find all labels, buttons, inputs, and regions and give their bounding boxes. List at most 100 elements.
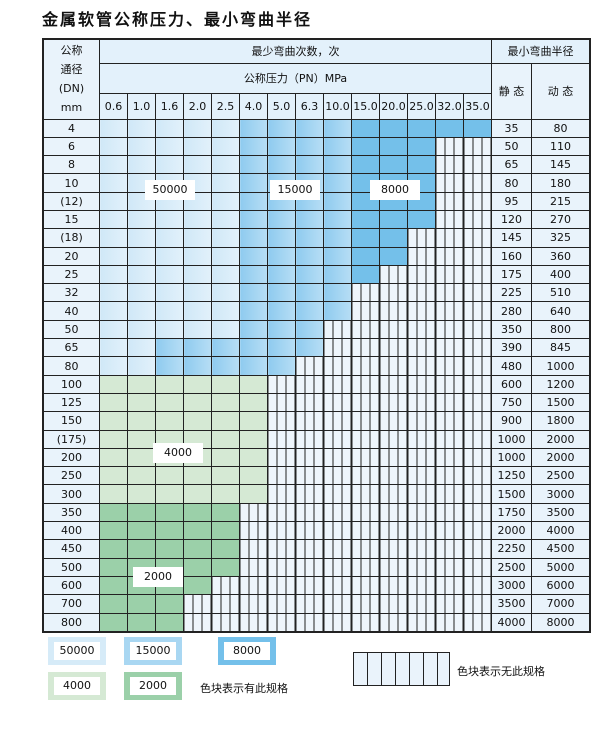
pressure-col-header: 15.0: [351, 92, 380, 120]
spec-cell-50000: [127, 338, 156, 358]
spec-cell-2000: [183, 539, 212, 559]
spec-cell-15000: [295, 338, 324, 358]
no-spec-cell: [239, 557, 268, 577]
spec-cell-50000: [127, 301, 156, 321]
dn-header-line: mm: [60, 101, 83, 115]
no-spec-cell: [267, 557, 296, 577]
legend-label: 8000: [224, 642, 270, 660]
dn-cell: 15: [42, 209, 100, 230]
dn-cell: (12): [42, 191, 100, 211]
region-label-4000: 4000: [153, 443, 203, 463]
spec-cell-50000: [211, 191, 240, 211]
static-radius-cell: 95: [491, 191, 532, 211]
spec-cell-50000: [99, 136, 128, 157]
pressure-col-header: 2.0: [183, 92, 212, 120]
no-spec-cell: [463, 502, 492, 523]
no-spec-cell: [463, 374, 492, 394]
spec-cell-15000: [323, 209, 352, 230]
dynamic-radius-cell: 5000: [531, 557, 591, 577]
no-spec-cell: [239, 539, 268, 559]
spec-cell-4000: [127, 392, 156, 413]
no-spec-cell: [295, 411, 324, 431]
spec-cell-2000: [155, 612, 184, 633]
no-spec-cell: [351, 539, 380, 559]
spec-cell-50000: [211, 246, 240, 266]
spec-cell-2000: [211, 557, 240, 577]
dn-cell: 20: [42, 246, 100, 266]
spec-cell-15000: [295, 319, 324, 340]
no-spec-cell: [407, 374, 436, 394]
no-spec-cell: [435, 539, 464, 559]
dn-cell: 700: [42, 594, 100, 614]
spec-cell-50000: [155, 155, 184, 175]
spec-cell-15000: [239, 173, 268, 193]
static-radius-cell: 145: [491, 228, 532, 248]
no-spec-cell: [379, 356, 408, 376]
table-row: 450 2250 4500: [42, 539, 591, 559]
dynamic-radius-cell: 325: [531, 228, 591, 248]
spec-cell-15000: [267, 356, 296, 376]
spec-cell-15000: [239, 246, 268, 266]
pressure-col-header: 1.0: [127, 92, 156, 120]
no-spec-cell: [379, 539, 408, 559]
no-spec-cell: [435, 356, 464, 376]
no-spec-cell: [351, 612, 380, 633]
spec-cell-4000: [183, 466, 212, 486]
spec-cell-4000: [155, 466, 184, 486]
dynamic-radius-cell: 4000: [531, 521, 591, 541]
spec-cell-50000: [183, 283, 212, 303]
static-radius-cell: 750: [491, 392, 532, 413]
spec-cell-15000: [267, 301, 296, 321]
table-row: 25 175 400: [42, 264, 591, 285]
dynamic-radius-cell: 8000: [531, 612, 591, 633]
spec-cell-15000: [323, 264, 352, 285]
no-spec-cell: [351, 484, 380, 504]
no-spec-cell: [435, 521, 464, 541]
spec-cell-15000: [323, 283, 352, 303]
no-spec-cell: [435, 209, 464, 230]
pressure-col-header: 5.0: [267, 92, 296, 120]
no-spec-cell: [435, 338, 464, 358]
spec-cell-15000: [239, 191, 268, 211]
dn-cell: 4: [42, 118, 100, 138]
spec-cell-4000: [155, 411, 184, 431]
no-spec-cell: [463, 447, 492, 468]
spec-cell-15000: [323, 191, 352, 211]
no-spec-cell: [323, 319, 352, 340]
spec-cell-2000: [155, 539, 184, 559]
no-spec-cell: [435, 173, 464, 193]
spec-cell-15000: [155, 338, 184, 358]
no-spec-cell: [435, 594, 464, 614]
page-title: 金属软管公称压力、最小弯曲半径: [42, 10, 313, 29]
no-spec-cell: [435, 136, 464, 157]
dynamic-radius-cell: 1800: [531, 411, 591, 431]
spec-cell-4000: [155, 374, 184, 394]
static-radius-cell: 350: [491, 319, 532, 340]
spec-cell-8000: [379, 155, 408, 175]
spec-cell-15000: [323, 118, 352, 138]
spec-cell-4000: [127, 374, 156, 394]
spec-cell-8000: [351, 228, 380, 248]
spec-cell-4000: [211, 466, 240, 486]
spec-cell-2000: [183, 575, 212, 596]
spec-cell-50000: [99, 338, 128, 358]
spec-cell-50000: [99, 246, 128, 266]
spec-cell-4000: [239, 411, 268, 431]
spec-cell-8000: [407, 209, 436, 230]
dynamic-radius-cell: 360: [531, 246, 591, 266]
legend-swatch-15000: 15000: [124, 637, 182, 665]
no-spec-cell: [323, 575, 352, 596]
no-spec-cell: [407, 392, 436, 413]
no-spec-cell: [435, 228, 464, 248]
region-label-15000: 15000: [270, 180, 320, 200]
static-radius-cell: 80: [491, 173, 532, 193]
dn-cell: 125: [42, 392, 100, 413]
no-spec-cell: [435, 264, 464, 285]
legend-label: 2000: [130, 677, 176, 695]
spec-cell-50000: [183, 209, 212, 230]
spec-cell-4000: [183, 374, 212, 394]
spec-cell-8000: [351, 118, 380, 138]
spec-cell-2000: [127, 502, 156, 523]
no-spec-cell: [351, 319, 380, 340]
